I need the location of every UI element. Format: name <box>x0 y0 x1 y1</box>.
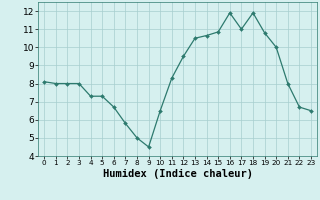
X-axis label: Humidex (Indice chaleur): Humidex (Indice chaleur) <box>103 169 252 179</box>
